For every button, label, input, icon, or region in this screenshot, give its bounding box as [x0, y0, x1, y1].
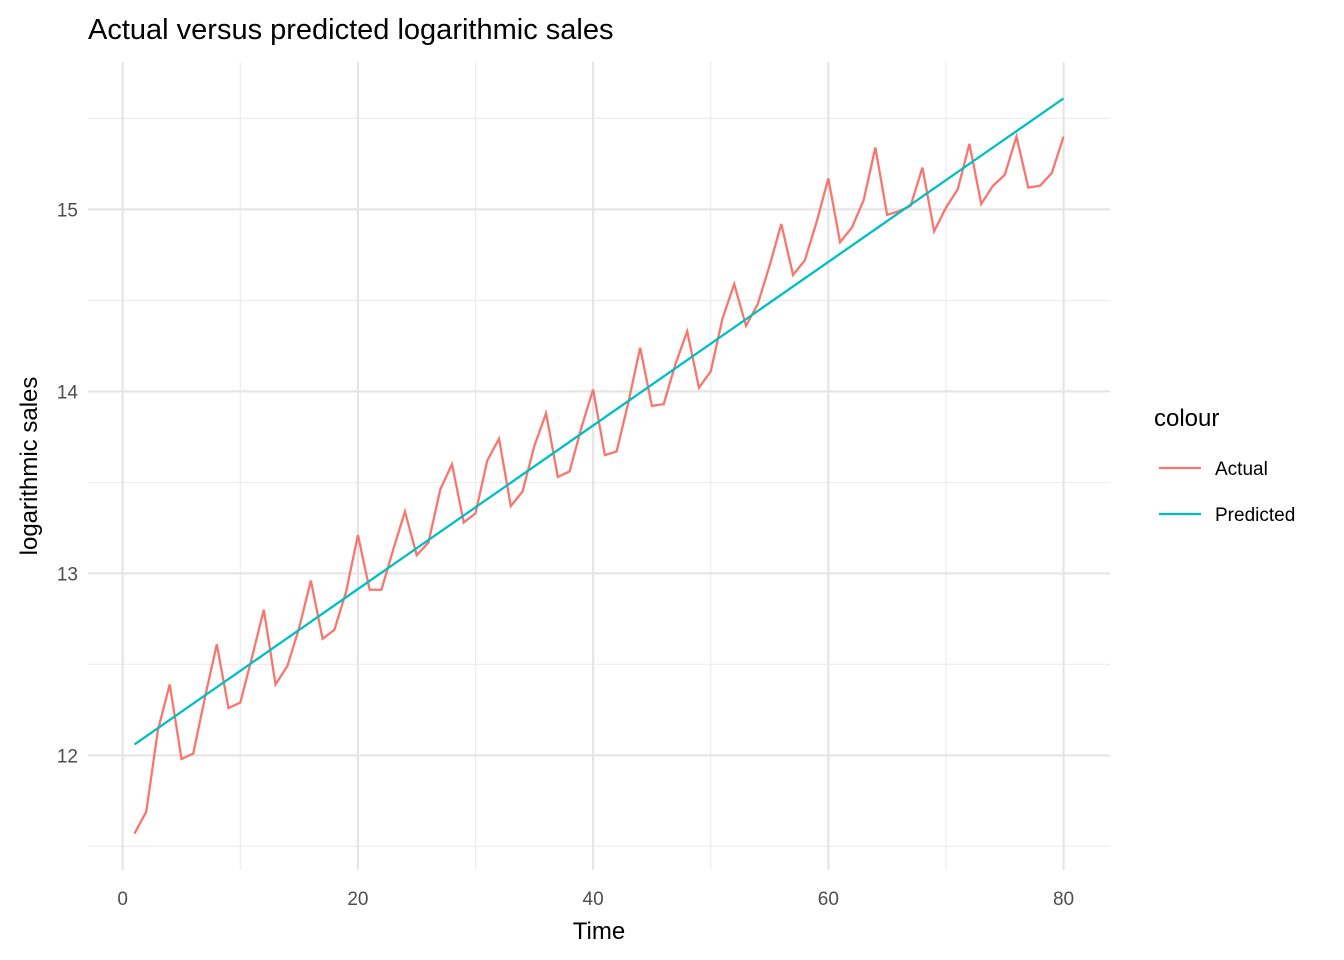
series-layer [133, 97, 1065, 835]
y-axis-title: logarithmic sales [16, 377, 43, 556]
x-tick-label: 0 [117, 889, 128, 910]
y-tick-label: 12 [57, 746, 78, 767]
x-axis-title: Time [573, 918, 625, 945]
grid [88, 62, 1110, 870]
actual-series-line [133, 132, 1065, 835]
x-tick-label: 20 [347, 889, 368, 910]
y-tick-label: 13 [57, 564, 78, 585]
legend-title: colour [1154, 405, 1219, 432]
chart-title: Actual versus predicted logarithmic sale… [88, 14, 613, 46]
y-tick-label: 14 [57, 382, 79, 403]
x-tick-label: 80 [1053, 889, 1074, 910]
tick-labels: 12 13 14 15 0 20 40 60 80 [57, 200, 1074, 910]
predicted-series-line [133, 97, 1065, 746]
y-tick-label: 15 [57, 200, 78, 221]
legend-label-predicted: Predicted [1215, 505, 1295, 526]
x-tick-label: 60 [818, 889, 839, 910]
legend: colour Actual Predicted [1154, 405, 1295, 526]
x-tick-label: 40 [583, 889, 604, 910]
legend-label-actual: Actual [1215, 459, 1268, 480]
